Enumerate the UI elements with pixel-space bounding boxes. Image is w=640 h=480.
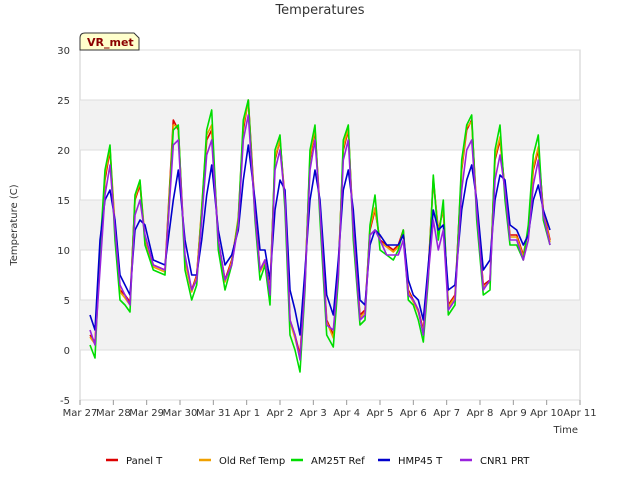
station-badge: VR_met [79, 32, 140, 51]
x-tick-label: Mar 27 [63, 408, 98, 419]
x-tick-label: Apr 1 [233, 408, 260, 419]
chart-title: Temperatures [274, 3, 364, 18]
x-tick-label: Apr 3 [300, 408, 327, 419]
y-tick-label: 5 [64, 296, 70, 307]
x-tick-label: Apr 10 [530, 408, 563, 419]
legend-label-am25t-ref: AM25T Ref [311, 456, 365, 467]
y-tick-label: 20 [57, 146, 70, 157]
x-tick-label: Apr 7 [433, 408, 460, 419]
grid-band [80, 200, 580, 250]
x-tick-label: Apr 2 [267, 408, 294, 419]
x-tick-label: Apr 6 [400, 408, 427, 419]
x-tick-label: Apr 4 [333, 408, 360, 419]
x-tick-label: Apr 11 [563, 408, 596, 419]
x-tick-label: Apr 9 [500, 408, 527, 419]
legend-label-panel-t: Panel T [126, 456, 163, 467]
y-tick-label: 10 [57, 246, 70, 257]
y-tick-label: 0 [64, 346, 70, 357]
y-tick-label: 30 [57, 46, 70, 57]
x-tick-label: Mar 28 [96, 408, 131, 419]
series-line-cnr1-prt [89, 114, 551, 361]
legend-label-old-ref-temp: Old Ref Temp [219, 456, 285, 467]
badge-shape [79, 32, 140, 51]
badge-label: VR_met [87, 36, 134, 49]
x-axis-title: Time [553, 425, 578, 436]
x-tick-label: Mar 31 [196, 408, 231, 419]
y-axis: -5 0 5 10 15 20 25 30 [57, 46, 70, 407]
grid-bands [80, 100, 580, 350]
legend: Panel T Old Ref Temp AM25T Ref HMP45 T CNR1 … [106, 456, 530, 467]
legend-label-hmp45-t: HMP45 T [398, 456, 443, 467]
y-tick-label: 25 [57, 96, 70, 107]
y-axis-title: Temperature (C) [9, 184, 20, 266]
y-tick-label: 15 [57, 196, 70, 207]
y-tick-label: -5 [60, 396, 70, 407]
x-tick-label: Apr 8 [467, 408, 494, 419]
legend-label-cnr1-prt: CNR1 PRT [480, 456, 530, 467]
x-tick-label: Mar 30 [163, 408, 198, 419]
grid-band [80, 100, 580, 150]
series-line-hmp45-t [89, 144, 551, 336]
x-tick-label: Apr 5 [367, 408, 394, 419]
x-tick-label: Mar 29 [129, 408, 164, 419]
series-lines [89, 99, 551, 373]
